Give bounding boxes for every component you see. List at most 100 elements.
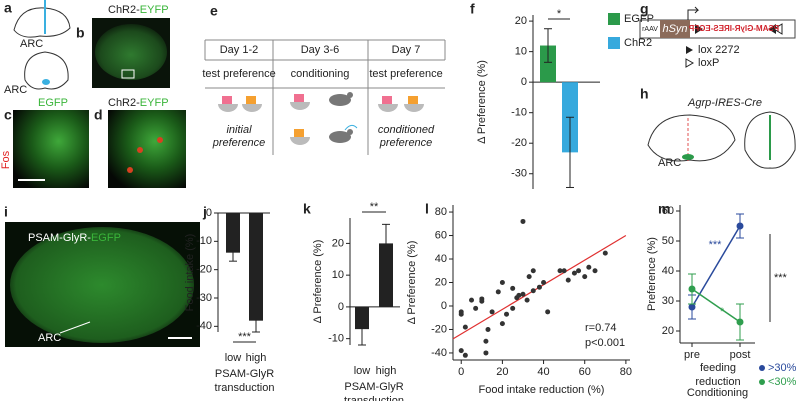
y-tick-label: -10 (328, 333, 344, 345)
loxp-site (773, 23, 783, 35)
y-tick-label: -40 (196, 320, 212, 332)
title-part: EGFP (91, 232, 121, 244)
table-lines (204, 39, 446, 155)
legend-title: feeding (700, 362, 736, 374)
rect (382, 96, 392, 104)
y-tick-label: 40 (435, 253, 447, 265)
y-tick-label: 0 (338, 301, 344, 313)
construct (639, 19, 796, 39)
point (504, 311, 510, 317)
rect (222, 96, 232, 104)
y-tick-label: 50 (662, 235, 674, 247)
pointer (59, 321, 91, 334)
legend-marker (686, 46, 693, 54)
y-tick-label: -20 (431, 323, 447, 335)
rect (246, 96, 256, 104)
annotation: r=0.74 (585, 322, 617, 334)
panel-letter: f (470, 1, 475, 17)
point (688, 303, 696, 311)
y-tick-label: -20 (196, 264, 212, 276)
step: test preference (369, 68, 442, 80)
x-tick-label: 20 (496, 366, 508, 378)
title-part: ChR2- (108, 4, 140, 16)
panel-letter: i (4, 204, 8, 220)
x-tick-label: 40 (537, 366, 549, 378)
path (290, 102, 310, 110)
y-tick-label: 60 (662, 205, 674, 217)
significance: *** (774, 272, 788, 284)
arc-label: ARC (658, 157, 681, 169)
x-tick-label: 60 (579, 366, 591, 378)
point (571, 270, 577, 276)
arc-label: ARC (20, 38, 43, 50)
y-tick-label: -30 (511, 168, 527, 180)
vector-label: rAAV (642, 26, 658, 33)
point (483, 338, 489, 344)
y-axis-label: Δ Preference (%) (476, 60, 488, 144)
note: initial (226, 124, 252, 136)
point (469, 297, 475, 303)
x-tick-label: low (225, 352, 242, 364)
y-tick-label: 0 (206, 207, 212, 219)
significance: * (720, 306, 725, 318)
point (516, 292, 522, 298)
path (290, 137, 310, 145)
note: preference (379, 137, 433, 149)
image (13, 110, 89, 188)
annotation: p<0.001 (585, 337, 625, 349)
point (582, 274, 588, 280)
y-tick-label: 40 (662, 265, 674, 277)
brain-coronal (24, 51, 69, 90)
legend-label: lox 2272 (698, 44, 740, 56)
x-tick-label: pre (684, 349, 700, 361)
image-brain (10, 227, 194, 343)
header: Day 1-2 (220, 44, 259, 56)
point (602, 250, 608, 256)
panel-letter: e (210, 3, 218, 19)
arc-region (682, 154, 694, 160)
path (378, 104, 398, 112)
y-tick-label: 30 (662, 295, 674, 307)
y-tick-label: 20 (435, 276, 447, 288)
point (688, 285, 696, 293)
point (485, 326, 491, 332)
point (495, 289, 501, 295)
ellipse (329, 94, 351, 106)
x-axis-label: transduction (215, 382, 275, 394)
step: conditioning (291, 68, 350, 80)
point (526, 274, 532, 280)
arc-label: ARC (38, 332, 61, 344)
point (510, 305, 516, 311)
point (462, 352, 468, 358)
legend-label: EGFP (624, 13, 654, 25)
image-title: PSAM-GlyR-EGFP (28, 232, 121, 244)
series-line (691, 225, 741, 308)
ellipse (329, 131, 351, 143)
point (499, 280, 505, 285)
y-tick-label: 60 (435, 229, 447, 241)
promoter-arrow (687, 6, 700, 20)
point (565, 277, 571, 283)
point (524, 297, 530, 303)
y-tick-label: 20 (515, 15, 527, 27)
legend-marker (685, 58, 695, 68)
title-part: EYFP (140, 4, 169, 16)
header: Day 7 (392, 44, 421, 56)
panel-letter: j (202, 204, 207, 220)
point (545, 309, 551, 315)
point (530, 288, 536, 294)
cell (127, 167, 133, 173)
panel-letter: m (658, 201, 670, 217)
y-tick-label: -20 (511, 137, 527, 149)
x-axis-label: PSAM-GlyR (344, 381, 403, 393)
bar (226, 213, 240, 253)
path (404, 104, 424, 112)
bar (249, 213, 263, 321)
path (218, 104, 238, 112)
point (586, 264, 592, 270)
path (242, 104, 262, 112)
x-tick-label: high (376, 365, 397, 377)
point (736, 222, 744, 230)
insert-label: PSAM-GlyR-IRES-EGFP (688, 24, 779, 33)
